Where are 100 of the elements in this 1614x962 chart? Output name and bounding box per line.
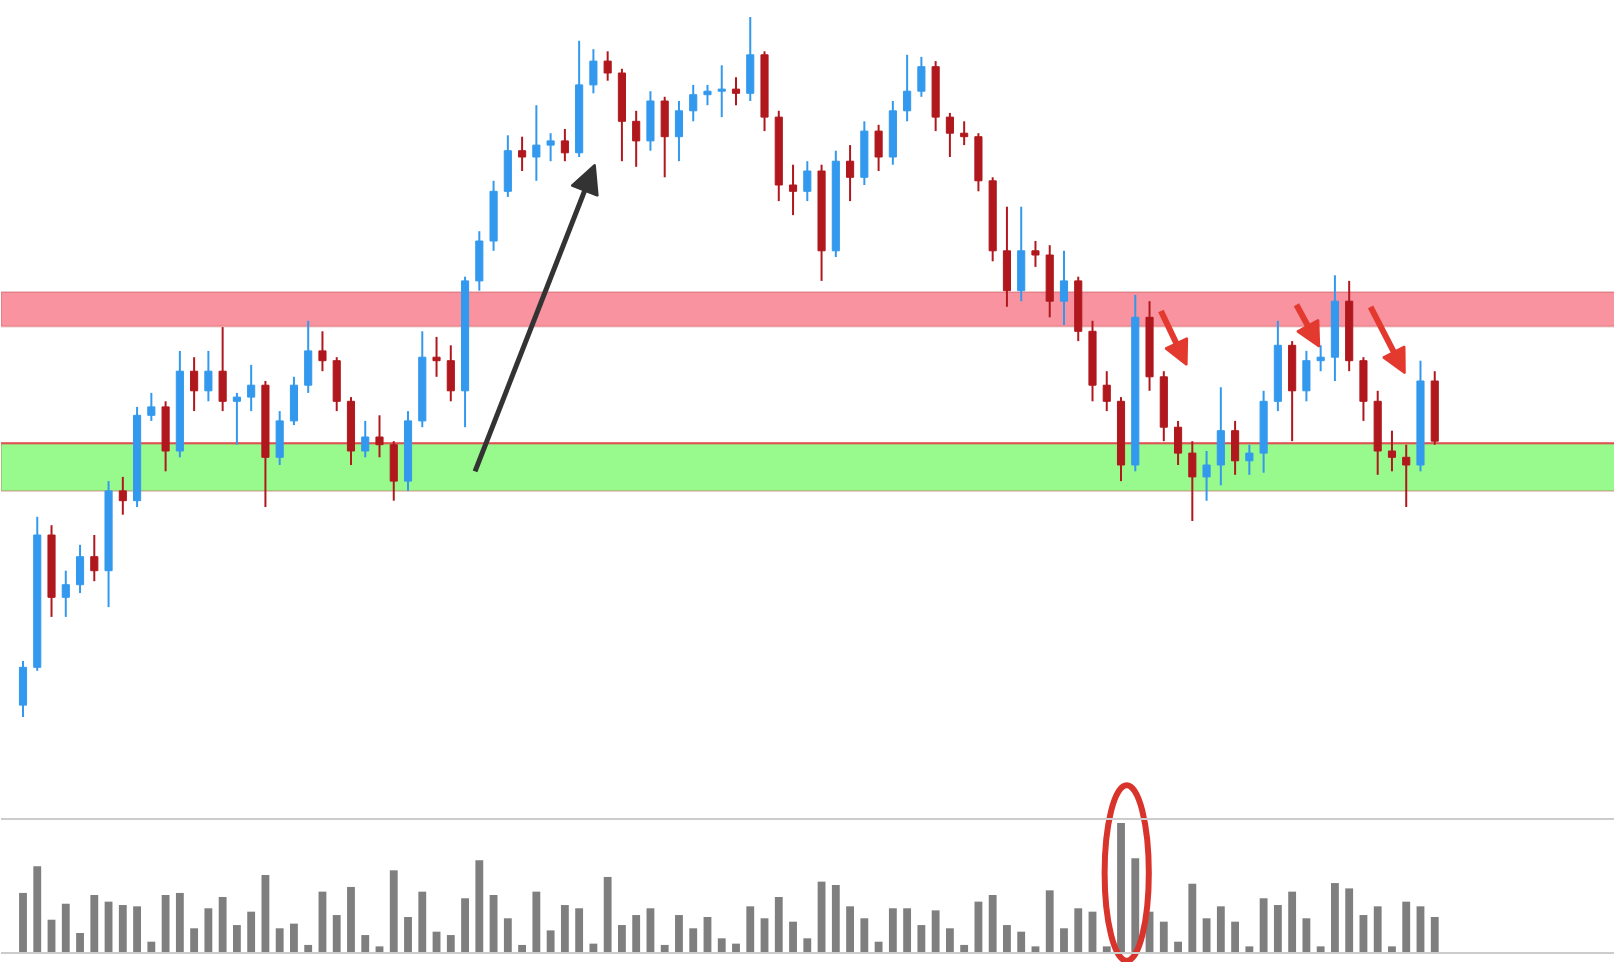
bar bbox=[618, 925, 626, 953]
candlestick bbox=[118, 475, 127, 516]
bar bbox=[1003, 925, 1011, 953]
candlestick bbox=[75, 543, 85, 595]
candlestick bbox=[1017, 205, 1026, 303]
bar bbox=[475, 860, 484, 953]
candlestick bbox=[717, 64, 726, 119]
candlestick bbox=[632, 109, 641, 168]
bar bbox=[603, 876, 612, 953]
bar bbox=[931, 910, 940, 953]
candlestick bbox=[560, 128, 569, 163]
candlestick bbox=[18, 660, 28, 718]
candlestick bbox=[275, 410, 284, 466]
bar bbox=[917, 925, 926, 953]
bar bbox=[888, 908, 897, 953]
bar bbox=[746, 906, 755, 953]
bar bbox=[389, 870, 398, 953]
candlestick bbox=[1059, 249, 1069, 326]
candlestick bbox=[646, 90, 655, 152]
bar bbox=[118, 905, 127, 953]
candlestick bbox=[945, 111, 954, 158]
bar bbox=[218, 896, 227, 953]
candlestick bbox=[1359, 356, 1368, 422]
bar bbox=[1202, 918, 1211, 953]
candlestick bbox=[1202, 450, 1211, 502]
bar bbox=[1273, 905, 1282, 953]
candlestick bbox=[660, 95, 669, 179]
bar bbox=[404, 916, 412, 953]
candlestick bbox=[1045, 244, 1054, 319]
candlestick bbox=[746, 16, 755, 102]
bar bbox=[1174, 941, 1182, 953]
bar bbox=[418, 891, 427, 953]
bar bbox=[974, 901, 983, 953]
candlestick bbox=[361, 419, 370, 459]
bar bbox=[1402, 901, 1411, 953]
candlestick bbox=[190, 356, 199, 413]
bar bbox=[1117, 823, 1125, 953]
candlestick bbox=[731, 76, 741, 107]
bar bbox=[446, 935, 455, 953]
bar bbox=[275, 928, 284, 953]
bar bbox=[988, 895, 997, 953]
bar bbox=[332, 915, 341, 953]
bar bbox=[1159, 921, 1168, 953]
candlestick bbox=[1387, 429, 1397, 473]
bar bbox=[1060, 928, 1068, 953]
candlestick bbox=[375, 414, 384, 459]
bar bbox=[846, 906, 854, 953]
candlestick bbox=[874, 123, 883, 172]
bar bbox=[560, 905, 569, 953]
bar bbox=[33, 866, 42, 953]
bar bbox=[76, 932, 84, 953]
bar bbox=[1017, 931, 1026, 953]
bar bbox=[1316, 946, 1325, 953]
candlestick bbox=[1002, 205, 1012, 308]
candlestick bbox=[90, 534, 99, 583]
candlestick bbox=[1288, 340, 1297, 443]
candlestick bbox=[703, 83, 712, 107]
bar bbox=[1331, 883, 1339, 953]
candlestick bbox=[318, 330, 327, 373]
bar bbox=[903, 908, 912, 953]
bar bbox=[546, 930, 555, 953]
bar bbox=[575, 908, 584, 953]
bar bbox=[532, 891, 541, 953]
candlestick bbox=[432, 335, 441, 378]
candlestick bbox=[247, 363, 256, 413]
candlestick bbox=[674, 100, 684, 163]
candlestick bbox=[1216, 386, 1225, 487]
bar bbox=[204, 908, 213, 953]
bar bbox=[1388, 946, 1396, 953]
candlestick bbox=[389, 440, 398, 502]
bar bbox=[1074, 908, 1083, 953]
bar bbox=[489, 895, 498, 953]
bar bbox=[133, 906, 141, 953]
bar bbox=[1188, 883, 1197, 953]
bar bbox=[1288, 891, 1297, 953]
candlestick bbox=[1102, 370, 1111, 413]
bar bbox=[1045, 890, 1054, 953]
bar bbox=[1102, 946, 1111, 953]
candlestick bbox=[546, 132, 555, 163]
candlestick bbox=[846, 144, 855, 203]
bar bbox=[831, 885, 840, 953]
candlestick bbox=[1302, 349, 1311, 403]
candlestick bbox=[218, 326, 227, 413]
candlestick bbox=[204, 349, 213, 403]
bar bbox=[1245, 946, 1254, 953]
bar bbox=[717, 938, 726, 953]
bar bbox=[1259, 898, 1268, 953]
candlestick bbox=[518, 135, 527, 172]
bar bbox=[290, 923, 298, 953]
candlestick bbox=[1245, 443, 1254, 476]
bar bbox=[803, 938, 812, 953]
bar bbox=[361, 935, 370, 953]
candlestick bbox=[161, 400, 170, 473]
bar bbox=[1430, 916, 1439, 953]
bar bbox=[247, 911, 256, 953]
candlestick bbox=[1174, 419, 1183, 466]
candlestick bbox=[888, 100, 897, 166]
candlestick bbox=[475, 230, 484, 292]
candlestick bbox=[446, 344, 455, 403]
bar bbox=[632, 915, 641, 953]
